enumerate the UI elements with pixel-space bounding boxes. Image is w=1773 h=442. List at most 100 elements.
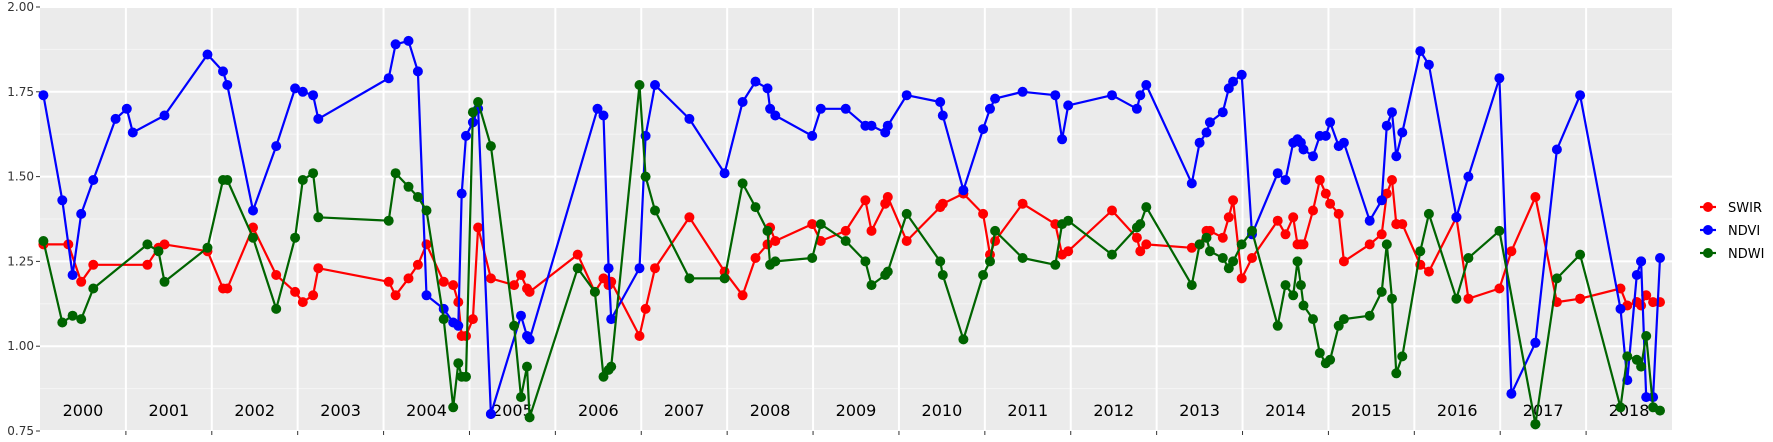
ndvi-point xyxy=(650,80,660,90)
ndvi-point xyxy=(1615,303,1626,314)
ndvi-point xyxy=(958,185,969,196)
swir-point xyxy=(1288,212,1299,223)
ndvi-point xyxy=(1530,337,1541,348)
swir-point xyxy=(1135,246,1146,257)
legend: SWIR NDVI NDWI xyxy=(1700,201,1764,262)
ndwi-point xyxy=(1463,253,1474,263)
ndwi-point xyxy=(1615,402,1626,413)
ndwi-point xyxy=(202,242,213,253)
year-label: 2011 xyxy=(1007,401,1048,420)
ndvi-point xyxy=(840,103,851,114)
swir-point xyxy=(473,222,484,233)
ndvi-point xyxy=(901,90,912,101)
ndwi-point xyxy=(453,358,464,369)
swir-point xyxy=(640,303,651,314)
swir-point xyxy=(421,239,432,250)
ndwi-point xyxy=(1397,351,1408,362)
swir-point xyxy=(1320,188,1331,199)
swir-point xyxy=(606,276,617,287)
ndwi-point xyxy=(153,246,164,257)
year-label: 2002 xyxy=(234,401,275,420)
ndvi-point xyxy=(383,73,394,84)
ndvi-point xyxy=(271,141,282,152)
ndwi-point xyxy=(412,192,423,202)
ndwi-point xyxy=(38,236,49,246)
ndvi-point xyxy=(1391,151,1402,162)
swir-point xyxy=(750,253,761,263)
year-label: 2007 xyxy=(664,401,705,420)
swir-point xyxy=(1217,232,1228,243)
ndwi-point xyxy=(222,175,233,185)
ndwi-point xyxy=(985,256,995,267)
ndwi-point xyxy=(1575,249,1586,260)
ndwi-point xyxy=(461,371,471,382)
ndwi-point xyxy=(1204,246,1215,257)
ndvi-point xyxy=(1280,175,1291,185)
ndvi-point xyxy=(815,103,826,114)
ndwi-point xyxy=(1063,215,1074,226)
swir-point xyxy=(313,263,324,274)
ndwi-point xyxy=(271,303,282,314)
ndvi-point xyxy=(121,103,132,114)
ndwi-point xyxy=(522,361,532,372)
ndvi-point xyxy=(290,83,301,94)
swir-point xyxy=(412,259,423,270)
ndwi-point xyxy=(313,212,324,223)
ndwi-point xyxy=(866,280,877,291)
ndvi-point xyxy=(390,39,401,50)
swir-point xyxy=(1391,219,1402,230)
ndwi-point xyxy=(142,239,153,250)
ndvi-point xyxy=(603,263,614,274)
ndwi-point xyxy=(390,168,401,179)
ndwi-point xyxy=(403,181,414,192)
swir-point xyxy=(159,239,170,250)
ndwi-point xyxy=(159,276,170,287)
ndwi-point xyxy=(1325,354,1336,365)
swir-point xyxy=(1494,283,1505,294)
ndvi-point xyxy=(456,188,467,199)
ndwi-point xyxy=(589,286,600,297)
ndwi-point xyxy=(840,236,851,246)
swir-point xyxy=(1641,290,1652,301)
ndvi-point xyxy=(1201,127,1212,138)
swir-point xyxy=(1314,175,1325,185)
swir-point xyxy=(1463,293,1474,304)
ndwi-point xyxy=(438,314,449,325)
ndvi-point xyxy=(1636,256,1647,267)
ndvi-point xyxy=(412,66,423,77)
swir-point xyxy=(1325,198,1336,209)
ndwi-point xyxy=(383,215,394,226)
ndvi-point xyxy=(308,90,319,101)
year-label: 2013 xyxy=(1179,401,1220,420)
ndvi-point xyxy=(719,168,730,179)
swir-point xyxy=(222,283,233,294)
year-label: 2015 xyxy=(1351,401,1392,420)
ndvi-point xyxy=(990,93,1001,104)
swir-point xyxy=(1107,205,1117,216)
ndwi-point xyxy=(524,412,535,423)
ndvi-point xyxy=(1463,171,1474,182)
ndwi-point xyxy=(719,273,730,284)
ndvi-point xyxy=(985,103,995,114)
swir-point xyxy=(770,236,781,246)
swir-point xyxy=(650,263,660,274)
swir-point xyxy=(485,273,496,284)
ndvi-point xyxy=(297,86,308,97)
swir-point xyxy=(308,290,319,301)
ndwi-point xyxy=(901,208,912,219)
ndvi-point xyxy=(524,334,535,345)
ndvi-point xyxy=(1194,137,1205,148)
ndwi-point xyxy=(640,171,651,182)
swir-point xyxy=(290,286,301,297)
ndwi-point xyxy=(516,392,526,403)
swir-point xyxy=(901,236,912,246)
ndwi-point xyxy=(1314,348,1325,358)
swir-point xyxy=(1530,192,1541,202)
ndwi-point xyxy=(1186,280,1197,291)
ndvi-point xyxy=(1506,388,1517,399)
ndvi-point xyxy=(1204,117,1215,128)
swir-point xyxy=(88,259,99,270)
ndwi-point xyxy=(1288,290,1299,301)
ndvi-point xyxy=(882,120,893,131)
